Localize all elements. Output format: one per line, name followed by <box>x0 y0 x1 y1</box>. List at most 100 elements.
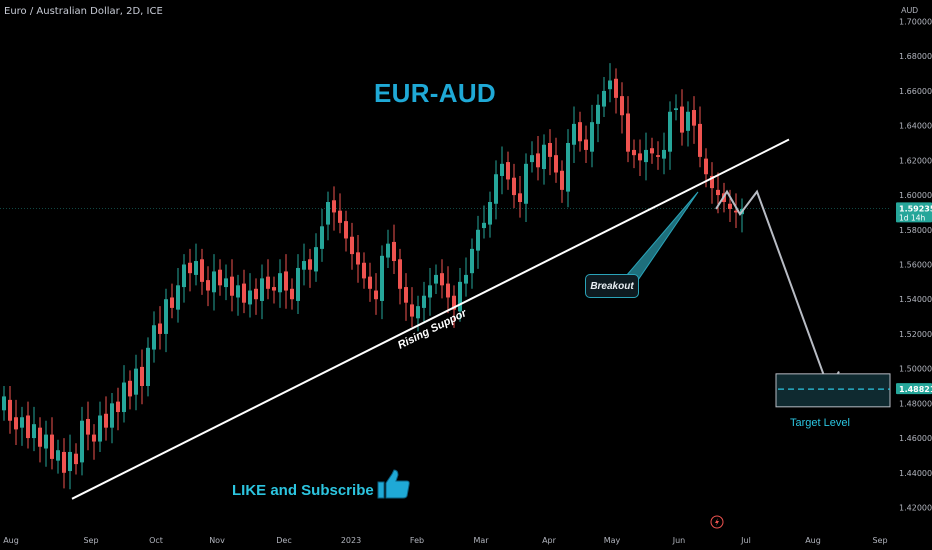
candle-body <box>410 304 414 317</box>
x-tick-label: Mar <box>473 536 489 545</box>
candle-body <box>206 280 210 291</box>
candle-body <box>374 290 378 300</box>
candle-body <box>500 163 504 176</box>
thumb-cuff <box>377 481 385 499</box>
candle-body <box>170 297 174 308</box>
candle-body <box>422 295 426 308</box>
candle-body <box>8 399 12 421</box>
candle-body <box>140 366 144 386</box>
candle-body <box>704 158 708 175</box>
candle-body <box>200 259 204 282</box>
candle-body <box>614 78 618 98</box>
candle-body <box>578 122 582 142</box>
candle-body <box>104 413 108 428</box>
candle-body <box>662 149 666 159</box>
candle-body <box>554 155 558 173</box>
candle-body <box>602 90 606 107</box>
candle-body <box>290 288 294 300</box>
price-axis[interactable]: 1.42000 1.44000 1.46000 1.48000 1.50000 1.520… <box>896 18 932 513</box>
target-price-badge: 1.48821 <box>899 385 932 394</box>
candle-body <box>494 174 498 204</box>
candle-body <box>428 285 432 298</box>
candle-body <box>44 434 48 449</box>
candle-body <box>116 401 120 413</box>
y-tick-label: 1.54000 <box>899 295 932 304</box>
candle-body <box>380 255 384 301</box>
candle-body <box>122 382 126 413</box>
current-price-badge-countdown: 1d 14h <box>899 213 925 222</box>
candle-body <box>338 210 342 223</box>
x-tick-label: 2023 <box>341 536 361 545</box>
candle-body <box>32 424 36 439</box>
candle-body <box>266 276 270 289</box>
candle-body <box>620 96 624 116</box>
candle-body <box>716 189 720 196</box>
candle-body <box>26 415 30 439</box>
candle-body <box>50 434 54 459</box>
candle-body <box>68 451 72 472</box>
target-level-label: Target Level <box>790 417 850 429</box>
candle-body <box>692 110 696 126</box>
candle-body <box>308 259 312 270</box>
candle-body <box>80 420 84 463</box>
y-tick-label: 1.60000 <box>899 191 932 200</box>
candle-body <box>134 368 138 395</box>
candle-body <box>326 202 330 225</box>
candle-body <box>14 417 18 430</box>
x-tick-label: Nov <box>209 536 225 545</box>
candle-body <box>524 163 528 204</box>
candle-body <box>296 267 300 301</box>
candle-body <box>530 155 534 163</box>
candle-body <box>608 80 612 90</box>
candle-body <box>548 143 552 157</box>
x-tick-label: Feb <box>410 536 424 545</box>
candle-body <box>182 264 186 288</box>
candle-body <box>536 153 540 168</box>
candle-body <box>626 113 630 152</box>
candle-body <box>230 276 234 296</box>
candle-body <box>398 259 402 289</box>
candle-body <box>272 287 276 291</box>
breakout-callout[interactable]: Breakout <box>585 274 639 298</box>
candle-body <box>392 241 396 262</box>
candle-body <box>254 288 258 300</box>
candle-body <box>476 229 480 251</box>
candle-body <box>98 415 102 442</box>
candle-body <box>488 202 492 225</box>
y-tick-label: 1.52000 <box>899 330 932 339</box>
thumbs-up-icon <box>377 469 410 499</box>
thumb-hand <box>385 469 410 499</box>
candle-body <box>344 221 348 239</box>
candle-body <box>728 203 732 209</box>
x-tick-label: May <box>604 536 621 545</box>
time-axis[interactable]: Aug Sep Oct Nov Dec 2023 Feb Mar Apr May Jun Jul Aug… <box>3 536 887 545</box>
symbol-header[interactable]: Euro / Australian Dollar, 2D, ICE <box>4 6 163 17</box>
candle-body <box>386 243 390 258</box>
candle-body <box>518 193 522 203</box>
candle-body <box>92 434 96 442</box>
candle-body <box>242 283 246 303</box>
y-tick-label: 1.56000 <box>899 261 932 270</box>
x-tick-label: Aug <box>805 536 821 545</box>
y-tick-label: 1.48000 <box>899 399 932 408</box>
x-tick-label: Sep <box>872 536 887 545</box>
target-zone-box <box>775 373 891 408</box>
candle-body <box>332 200 336 213</box>
candle-body <box>542 144 546 170</box>
candle-body <box>560 170 564 190</box>
candle-body <box>356 252 360 265</box>
candle-body <box>686 111 690 131</box>
x-tick-label: Jun <box>672 536 686 545</box>
candle-body <box>146 347 150 386</box>
candle-body <box>260 278 264 301</box>
lightning-icon <box>710 515 724 529</box>
candle-body <box>362 262 366 279</box>
y-tick-label: 1.62000 <box>899 156 932 165</box>
x-tick-label: Sep <box>83 536 98 545</box>
candle-body <box>314 247 318 272</box>
candle-body <box>566 143 570 192</box>
chart-title: EUR-AUD <box>374 78 496 108</box>
candle-body <box>632 149 636 156</box>
candle-body <box>656 155 660 157</box>
